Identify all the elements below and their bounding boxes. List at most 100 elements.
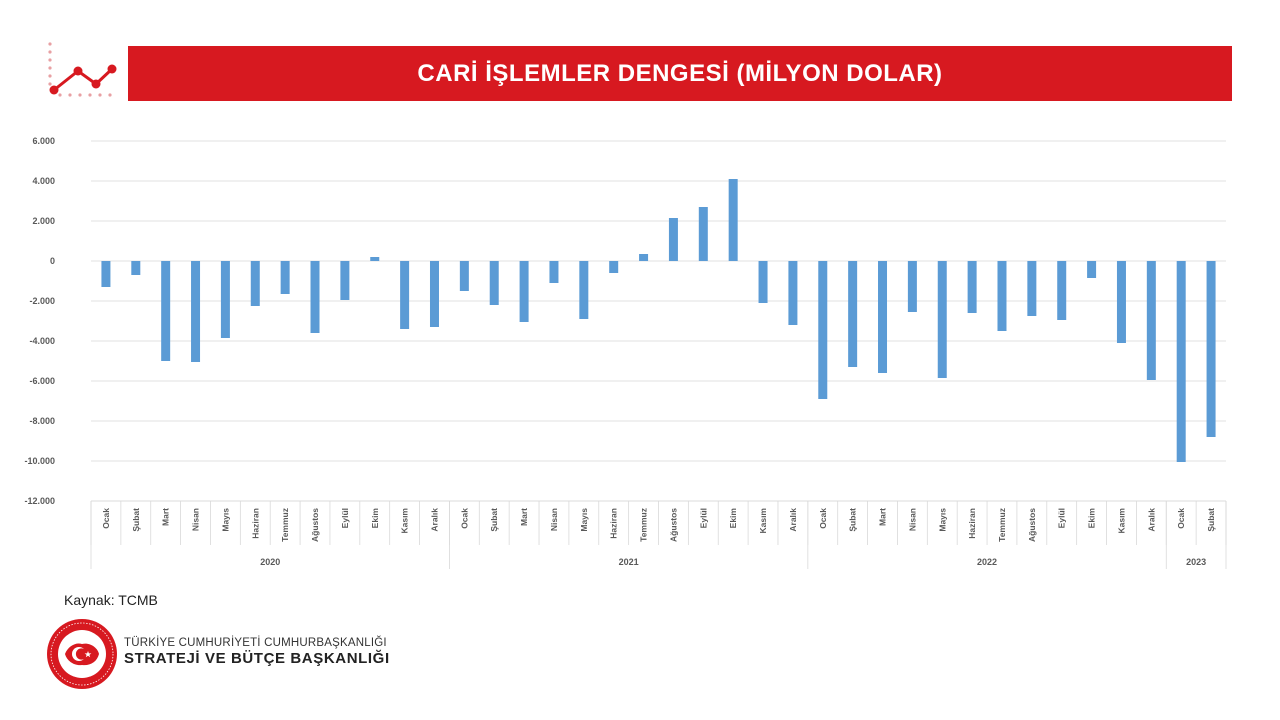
bar xyxy=(728,179,738,261)
x-tick-label: Ocak xyxy=(818,508,828,529)
x-axis: Ocak Şubat Mart Nisan Mayıs Haziran Temmuz Ağus… xyxy=(90,500,1227,569)
x-tick-label: Aralık xyxy=(1146,508,1156,532)
bar xyxy=(340,261,350,300)
bar xyxy=(519,261,529,322)
bar xyxy=(668,218,678,261)
y-tick-label: -4.000 xyxy=(29,336,55,346)
year-group-label: 2023 xyxy=(1186,557,1206,567)
bars xyxy=(101,179,1216,462)
y-tick-label: 2.000 xyxy=(32,216,55,226)
x-tick-label: Şubat xyxy=(489,508,499,532)
x-tick-label: Kasım xyxy=(758,508,768,534)
bar xyxy=(489,261,499,305)
bar xyxy=(131,261,141,275)
bar xyxy=(400,261,410,329)
bar xyxy=(1206,261,1216,437)
x-tick-label: Ağustos xyxy=(1027,508,1037,542)
footer-line-1: TÜRKİYE CUMHURİYETİ CUMHURBAŞKANLIĞI xyxy=(124,637,387,649)
x-tick-label: Mayıs xyxy=(937,508,947,532)
x-tick-label: Temmuz xyxy=(997,508,1007,542)
x-tick-label: Aralık xyxy=(788,508,798,532)
bar xyxy=(1087,261,1097,278)
bar xyxy=(1176,261,1186,462)
bar xyxy=(698,207,708,261)
x-tick-label: Haziran xyxy=(967,508,977,539)
x-tick-label: Şubat xyxy=(1206,508,1216,532)
y-tick-label: -12.000 xyxy=(24,496,55,506)
bar xyxy=(788,261,798,325)
bar xyxy=(878,261,888,373)
x-tick-label: Ocak xyxy=(1176,508,1186,529)
bar xyxy=(191,261,201,362)
bar xyxy=(1116,261,1126,343)
page-title: CARİ İŞLEMLER DENGESİ (MİLYON DOLAR) xyxy=(417,59,943,87)
footer-line-2: STRATEJİ VE BÜTÇE BAŞKANLIĞI xyxy=(124,650,390,667)
x-tick-label: Mayıs xyxy=(579,508,589,532)
bar xyxy=(967,261,977,313)
x-tick-label: Ağustos xyxy=(668,508,678,542)
bar xyxy=(1027,261,1037,316)
x-tick-label: Nisan xyxy=(191,508,201,531)
y-tick-label: 0 xyxy=(50,256,55,266)
bar xyxy=(370,257,380,261)
x-tick-label: Şubat xyxy=(131,508,141,532)
x-tick-label: Haziran xyxy=(609,508,619,539)
x-tick-label: Ağustos xyxy=(310,508,320,542)
x-tick-label: Şubat xyxy=(848,508,858,532)
footer-organization: TÜRKİYE CUMHURİYETİ CUMHURBAŞKANLIĞI STR… xyxy=(124,637,390,667)
x-tick-label: Temmuz xyxy=(280,508,290,542)
x-tick-label: Eylül xyxy=(340,508,350,528)
bar xyxy=(250,261,260,306)
x-tick-label: Ocak xyxy=(101,508,111,529)
bar xyxy=(280,261,290,294)
bar xyxy=(1057,261,1067,320)
y-tick-label: -8.000 xyxy=(29,416,55,426)
x-tick-label: Ocak xyxy=(459,508,469,529)
bar xyxy=(161,261,171,361)
bar xyxy=(758,261,768,303)
x-tick-label: Nisan xyxy=(907,508,917,531)
line-chart-icon xyxy=(44,40,124,102)
bar xyxy=(997,261,1007,331)
source-note: Kaynak: TCMB xyxy=(64,592,158,608)
bar-chart: 6.000 4.000 2.000 0 -2.000 -4.000 -6.000 -8.000… xyxy=(24,136,1227,569)
bar xyxy=(220,261,230,338)
x-tick-label: Kasım xyxy=(1116,508,1126,534)
x-tick-label: Kasım xyxy=(400,508,410,534)
bar xyxy=(609,261,619,273)
x-tick-label: Temmuz xyxy=(639,508,649,542)
x-tick-label: Mart xyxy=(519,508,529,526)
bar xyxy=(907,261,917,312)
y-tick-label: -6.000 xyxy=(29,376,55,386)
bar xyxy=(639,254,649,261)
bar xyxy=(549,261,559,283)
x-tick-label: Haziran xyxy=(250,508,260,539)
bar xyxy=(310,261,320,333)
x-tick-label: Eylül xyxy=(1057,508,1067,528)
bar xyxy=(101,261,111,287)
x-tick-label: Ekim xyxy=(1087,508,1097,529)
y-tick-label: -2.000 xyxy=(29,296,55,306)
bar xyxy=(429,261,439,327)
x-tick-label: Ekim xyxy=(728,508,738,529)
bar xyxy=(1146,261,1156,380)
y-tick-label: 4.000 xyxy=(32,176,55,186)
y-axis-tick-labels: 6.000 4.000 2.000 0 -2.000 -4.000 -6.000 -8.000… xyxy=(24,136,55,506)
y-tick-label: -10.000 xyxy=(24,456,55,466)
bar xyxy=(818,261,828,399)
title-bar: CARİ İŞLEMLER DENGESİ (MİLYON DOLAR) xyxy=(128,46,1232,101)
year-group-label: 2022 xyxy=(977,557,997,567)
year-group-label: 2021 xyxy=(619,557,639,567)
x-tick-label: Mart xyxy=(161,508,171,526)
bar xyxy=(848,261,858,367)
turkish-crescent-star-seal-icon xyxy=(46,618,118,690)
gridlines xyxy=(91,140,1226,502)
x-tick-label: Ekim xyxy=(370,508,380,529)
bar xyxy=(937,261,947,378)
bar xyxy=(579,261,589,319)
x-tick-label: Nisan xyxy=(549,508,559,531)
x-tick-label: Aralık xyxy=(429,508,439,532)
y-tick-label: 6.000 xyxy=(32,136,55,146)
x-tick-label: Eylül xyxy=(698,508,708,528)
x-tick-label: Mayıs xyxy=(220,508,230,532)
